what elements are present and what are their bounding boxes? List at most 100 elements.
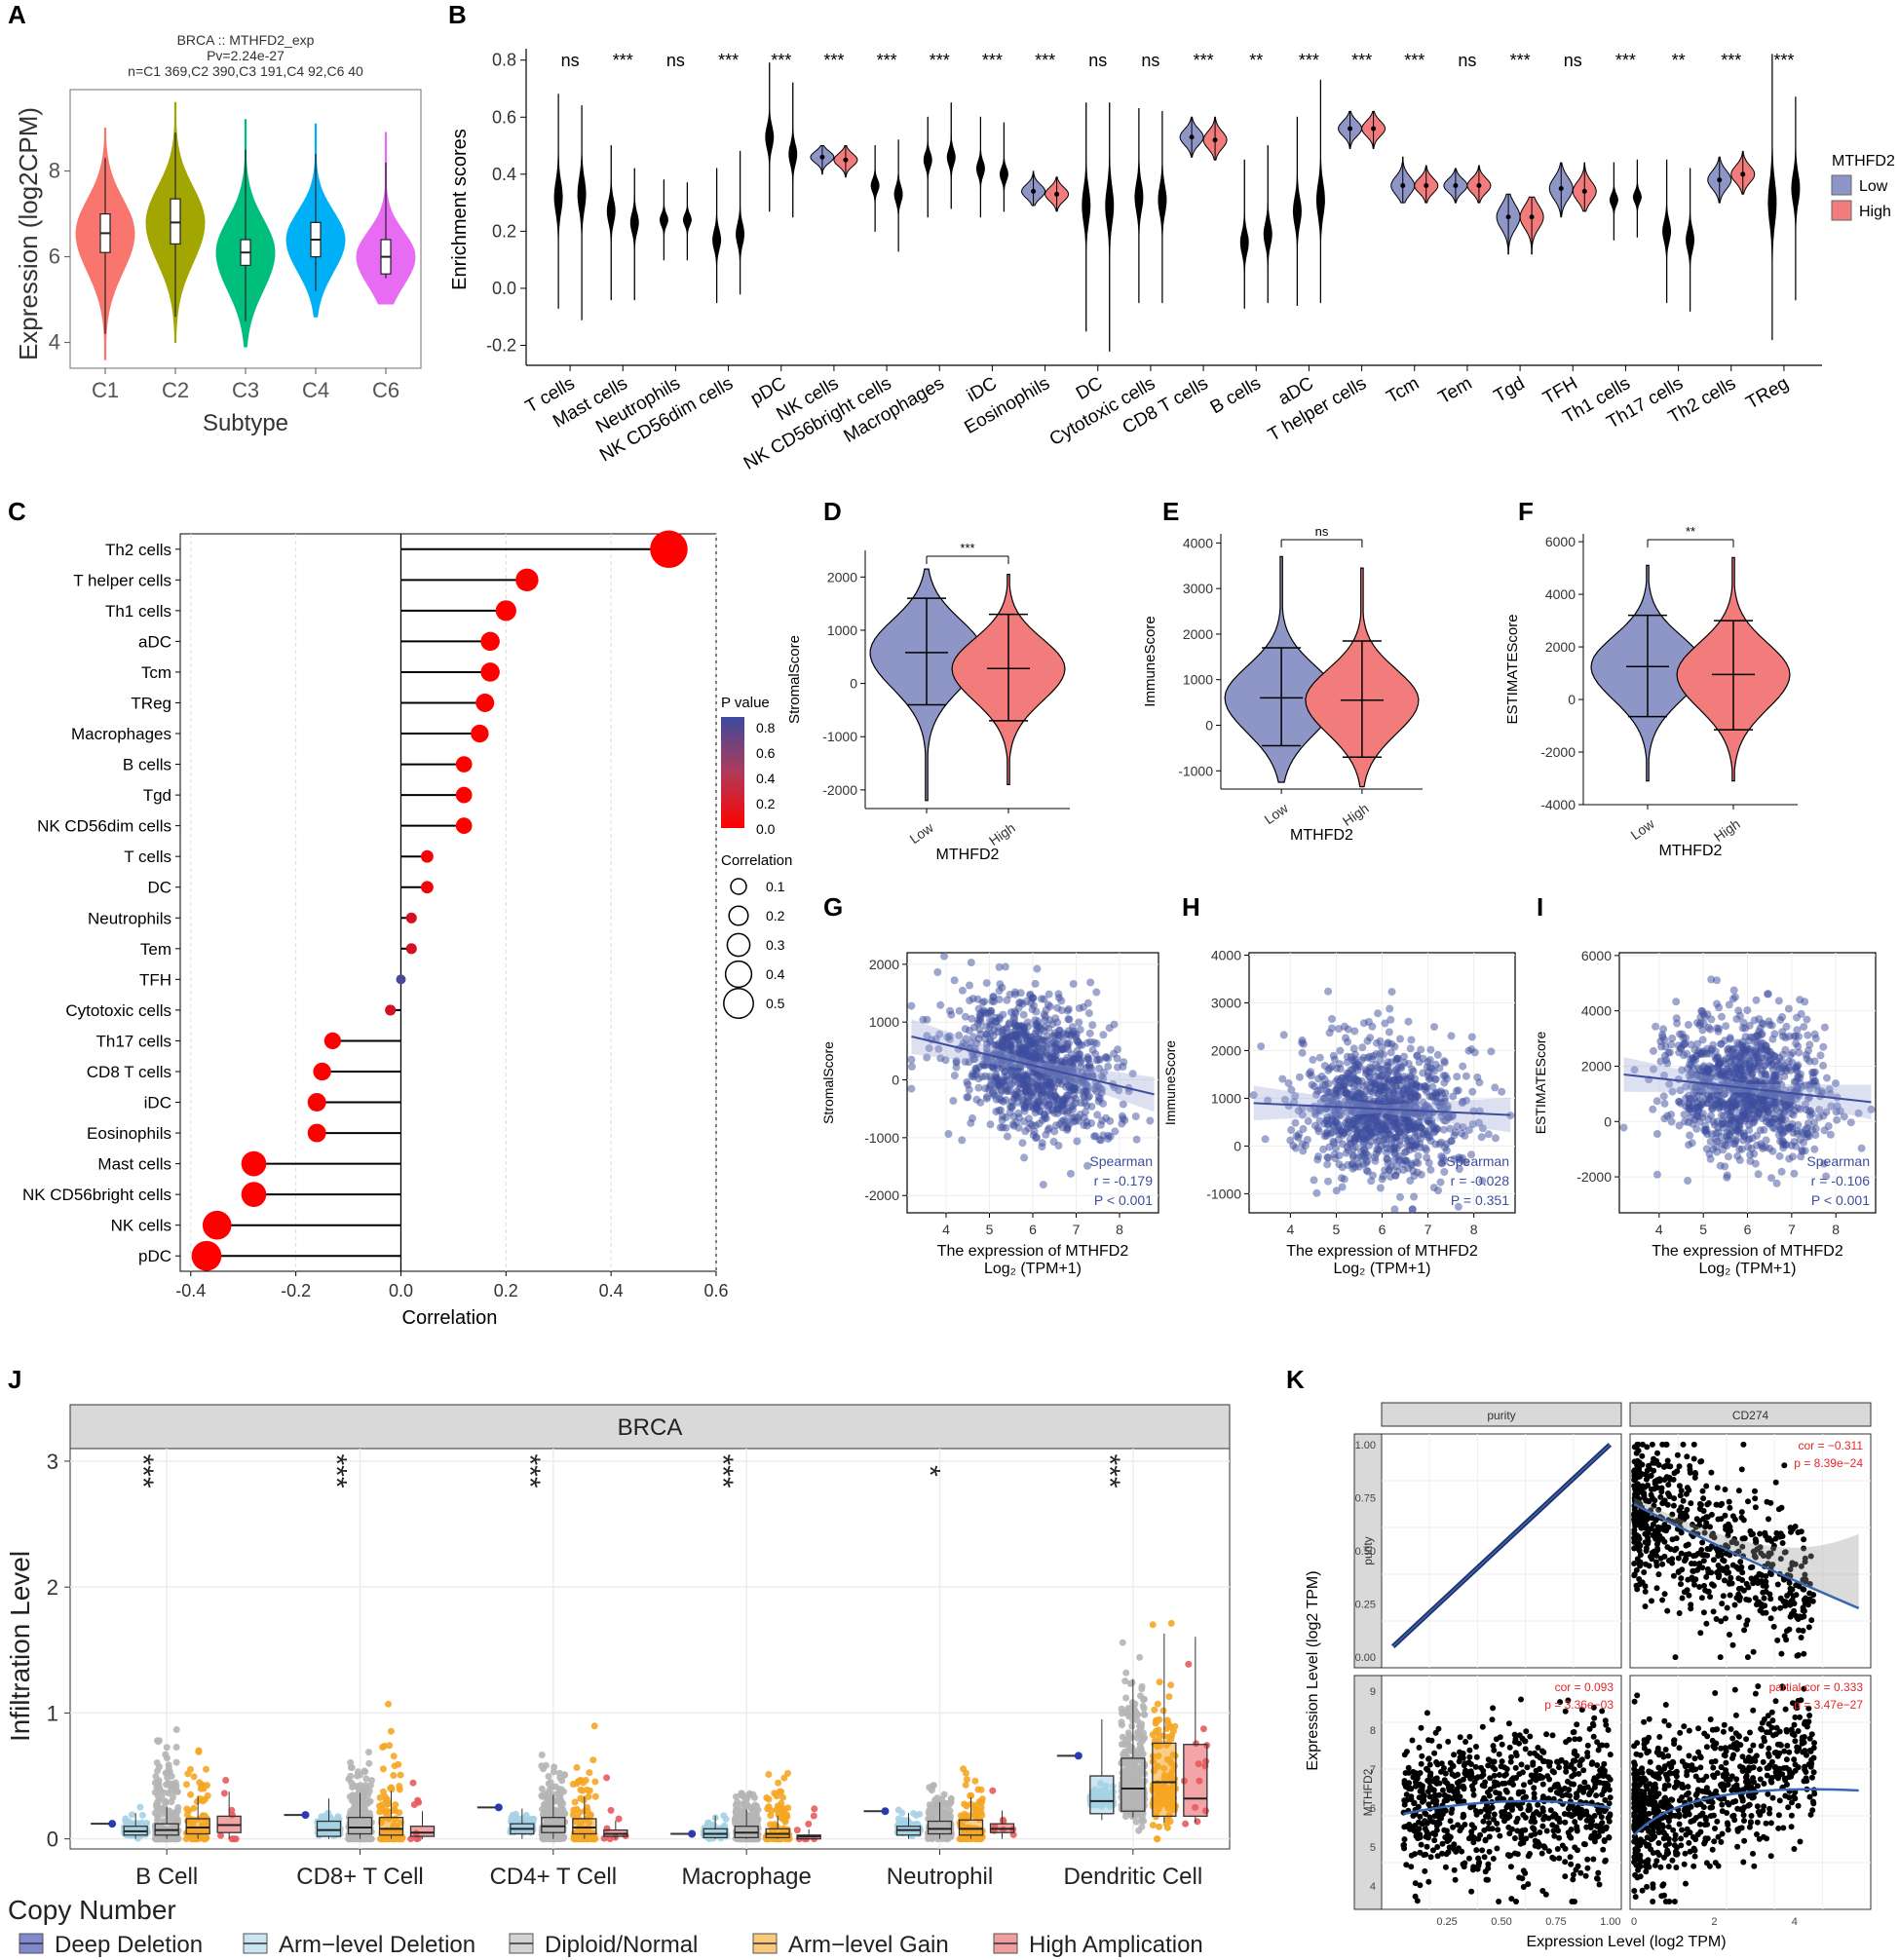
y-tick-label: -4000 xyxy=(1540,797,1576,812)
lollipop-dot-tem xyxy=(405,943,417,955)
scatter-point xyxy=(1816,1051,1825,1060)
y-tick-label: 1 xyxy=(47,1701,58,1725)
scatter-point xyxy=(923,1053,931,1062)
lollipop-dot-th17-cells xyxy=(323,1032,342,1050)
scatter-point xyxy=(981,1072,990,1080)
jitter-point xyxy=(165,1813,172,1821)
jitter-point xyxy=(538,1752,546,1758)
y-tick-label: Eosinophils xyxy=(87,1124,171,1143)
y-tick-label: NK cells xyxy=(111,1217,171,1235)
significance-label: *** xyxy=(771,51,791,70)
scatter-point xyxy=(1699,1049,1708,1058)
x-axis-title: The expression of MTHFD2 xyxy=(1652,1243,1843,1260)
scatter-point xyxy=(1675,1097,1684,1106)
scatter-point xyxy=(1373,1038,1381,1047)
y-tick-label: NK CD56dim cells xyxy=(37,817,171,836)
jitter-point xyxy=(172,1758,180,1766)
scatter-point xyxy=(1016,989,1025,998)
scatter-point xyxy=(1777,1167,1786,1176)
x-tick-label: T helper cells xyxy=(1265,373,1370,446)
scatter-point xyxy=(1788,1048,1797,1057)
scatter-point xyxy=(1341,1022,1348,1031)
scatter-point xyxy=(1053,1003,1062,1012)
scatter-point xyxy=(1063,1091,1072,1100)
scatter-point xyxy=(1363,1037,1372,1045)
scatter-point xyxy=(1732,1063,1740,1072)
scatter-point xyxy=(1652,1097,1661,1106)
x-tick-label: 0.6 xyxy=(703,1281,728,1300)
jitter-point xyxy=(355,1783,361,1790)
scatter-point xyxy=(1423,1153,1431,1162)
scatter-point xyxy=(1257,1042,1266,1051)
scatter-point xyxy=(1772,1179,1781,1187)
significance-label: *** xyxy=(1773,51,1794,70)
y-tick-label: -2000 xyxy=(1540,744,1576,760)
y-tick-label: Th17 cells xyxy=(96,1032,171,1050)
scatter-point xyxy=(1775,1053,1783,1062)
jitter-point xyxy=(556,1806,564,1814)
scatter-point xyxy=(1087,1119,1095,1127)
significance-label: *** xyxy=(877,51,897,70)
scatter-point xyxy=(1402,1156,1411,1165)
median-dot xyxy=(1505,214,1511,220)
scatter-point xyxy=(1073,1137,1082,1146)
scatter-point xyxy=(1724,1152,1732,1161)
scatter-point xyxy=(1652,1022,1660,1031)
median-dot xyxy=(895,191,901,197)
scatter-point xyxy=(1315,1116,1324,1125)
scatter-point xyxy=(1487,1047,1496,1056)
scatter-point xyxy=(1007,1080,1016,1088)
stat-annotation: Spearman xyxy=(1089,1153,1153,1169)
lollipop-dot-th1-cells xyxy=(495,600,516,622)
scatter-point xyxy=(995,1080,1004,1089)
x-tick-label: 5 xyxy=(1333,1222,1341,1237)
y-tick-label: 2000 xyxy=(827,569,857,584)
y-tick-label: 3000 xyxy=(1211,995,1241,1010)
median-dot xyxy=(1740,171,1746,177)
scatter-point xyxy=(1013,1030,1022,1038)
size-legend-circle xyxy=(723,988,754,1019)
significance-label: ns xyxy=(561,51,580,70)
scatter-point xyxy=(1034,1085,1043,1094)
scatter-point xyxy=(1758,1030,1766,1038)
scatter-point xyxy=(1475,1078,1484,1087)
scatter-point xyxy=(1693,1103,1702,1112)
jitter-point xyxy=(155,1737,163,1745)
y-tick-label: -0.2 xyxy=(486,336,516,356)
scatter-point xyxy=(968,1113,976,1122)
y-tick-label: 3000 xyxy=(1183,581,1213,596)
scatter-point xyxy=(934,1044,943,1053)
scatter-point xyxy=(1459,1062,1467,1071)
scatter-point xyxy=(1811,1035,1820,1042)
scatter-point xyxy=(1438,1159,1447,1168)
median-dot xyxy=(631,220,637,226)
scatter-point xyxy=(1778,1121,1787,1129)
y-axis-title: StromalScore xyxy=(786,635,803,724)
median-dot xyxy=(714,237,720,243)
scatter-point xyxy=(1344,1146,1352,1154)
scatter-point xyxy=(1722,1022,1730,1031)
jitter-point xyxy=(704,1819,712,1827)
scatter-point xyxy=(1417,1170,1425,1179)
lollipop-dot-adc xyxy=(480,631,500,652)
scatter-point xyxy=(1343,1058,1351,1067)
scatter-point xyxy=(1328,1024,1336,1033)
jitter-point xyxy=(541,1790,549,1797)
scatter-point xyxy=(1764,1108,1772,1115)
panel-label-e: E xyxy=(1162,497,1179,526)
jitter-point xyxy=(379,1788,387,1795)
scatter-point xyxy=(1001,962,1009,971)
scatter-point xyxy=(949,1097,958,1105)
y-tick-label: 2000 xyxy=(1581,1058,1612,1074)
scatter-point xyxy=(1810,1145,1819,1153)
scatter-point xyxy=(1726,1125,1733,1134)
scatter-point xyxy=(1743,1006,1752,1015)
scatter-point xyxy=(1045,1088,1054,1097)
scatter-point xyxy=(1092,988,1101,997)
panel-label-c: C xyxy=(8,497,26,526)
x-tick-label: -0.2 xyxy=(281,1281,311,1300)
jitter-point xyxy=(366,1834,374,1842)
stat-annotation: r = -0.028 xyxy=(1451,1173,1510,1188)
jitter-point xyxy=(386,1742,394,1750)
